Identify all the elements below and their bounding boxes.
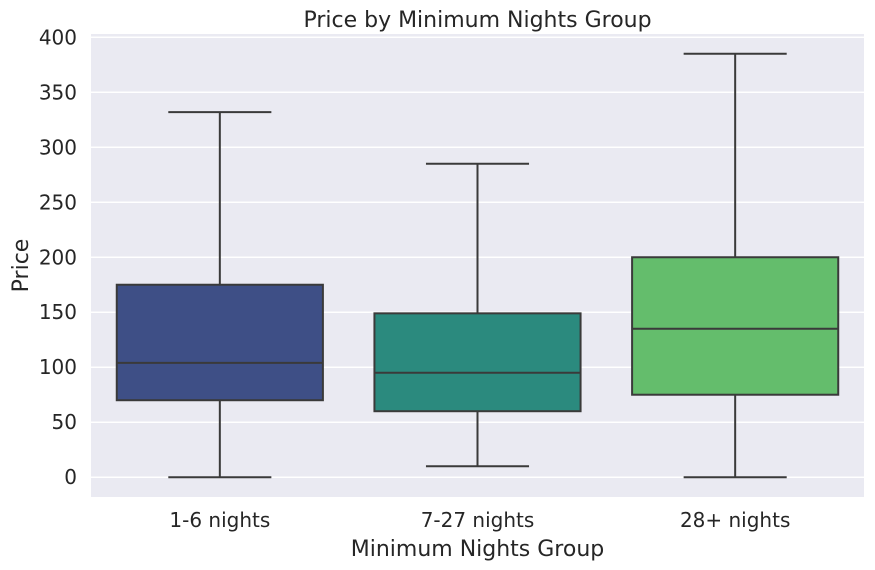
chart-title: Price by Minimum Nights Group bbox=[303, 8, 651, 33]
y-tick-label: 350 bbox=[39, 80, 77, 104]
iqr-box bbox=[115, 283, 324, 402]
y-tick-label: 150 bbox=[39, 300, 77, 324]
iqr-box bbox=[373, 312, 582, 413]
x-tick-label: 28+ nights bbox=[680, 508, 790, 532]
y-tick-label: 100 bbox=[39, 355, 77, 379]
x-axis-ticks: 1-6 nights 7-27 nights 28+ nights bbox=[169, 508, 790, 532]
y-tick-label: 200 bbox=[39, 245, 77, 269]
x-tick-label: 1-6 nights bbox=[169, 508, 270, 532]
box-series bbox=[115, 52, 840, 479]
y-tick-label: 300 bbox=[39, 135, 77, 159]
iqr-box bbox=[631, 256, 840, 396]
y-tick-label: 50 bbox=[52, 410, 77, 434]
x-axis-label: Minimum Nights Group bbox=[351, 537, 604, 562]
y-axis-label: Price bbox=[9, 239, 34, 293]
y-tick-label: 400 bbox=[39, 25, 77, 49]
box-1-6-nights bbox=[115, 111, 324, 479]
box-28-nights bbox=[631, 52, 840, 479]
y-axis-ticks: 0 50 100 150 200 250 300 350 400 bbox=[39, 25, 77, 489]
y-tick-label: 0 bbox=[64, 465, 77, 489]
y-tick-label: 250 bbox=[39, 190, 77, 214]
x-tick-label: 7-27 nights bbox=[421, 508, 535, 532]
box-7-27-nights bbox=[373, 162, 582, 468]
